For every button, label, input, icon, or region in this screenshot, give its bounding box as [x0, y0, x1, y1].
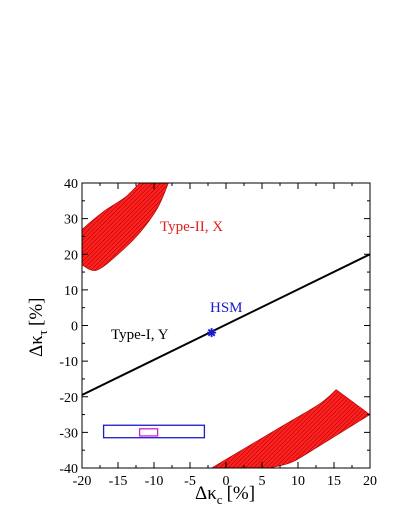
- x-tick-label: 20: [363, 474, 377, 489]
- x-tick-label: 5: [259, 474, 266, 489]
- hsm-star-stroke: [207, 328, 216, 337]
- x-tick-label: 0: [223, 474, 230, 489]
- x-tick-labels: -20 -15 -10 -5 0 5 10 15 20: [73, 474, 377, 489]
- x-tick-label: -10: [145, 474, 164, 489]
- type2-region-lower: [211, 389, 370, 468]
- x-axis-label: Δκc [%]: [195, 483, 255, 507]
- x-tick-label: -20: [73, 474, 92, 489]
- box-inner: [138, 428, 159, 437]
- y-tick-label: -30: [59, 426, 78, 441]
- type1-line: [82, 253, 370, 396]
- y-tick-label: 0: [71, 320, 78, 335]
- type1-label: Type-I, Y: [111, 327, 169, 343]
- x-tick-label: 10: [291, 474, 305, 489]
- y-axis-label: Δκτ[%]: [26, 297, 50, 357]
- y-tick-label: 20: [64, 248, 78, 263]
- y-tick-label: 40: [64, 177, 78, 192]
- y-tick-label: 30: [64, 213, 78, 228]
- axis-ticks: [81, 182, 371, 469]
- plot-area: [82, 183, 370, 468]
- y-tick-labels: -40 -30 -20 -10 0 10 20 30 40: [59, 177, 78, 477]
- hsm-point: [207, 328, 217, 338]
- y-tick-label: -20: [59, 391, 78, 406]
- y-tick-label: 10: [64, 284, 78, 299]
- type2-region-upper: [82, 183, 169, 271]
- y-tick-label: -10: [59, 355, 78, 370]
- box-outer: [102, 424, 206, 439]
- type2-label: Type-II, X: [160, 219, 223, 235]
- y-tick-label: -40: [59, 462, 78, 477]
- hsm-label: HSM: [210, 300, 243, 316]
- x-tick-label: -15: [109, 474, 128, 489]
- x-tick-label: -5: [184, 474, 196, 489]
- x-tick-label: 15: [327, 474, 341, 489]
